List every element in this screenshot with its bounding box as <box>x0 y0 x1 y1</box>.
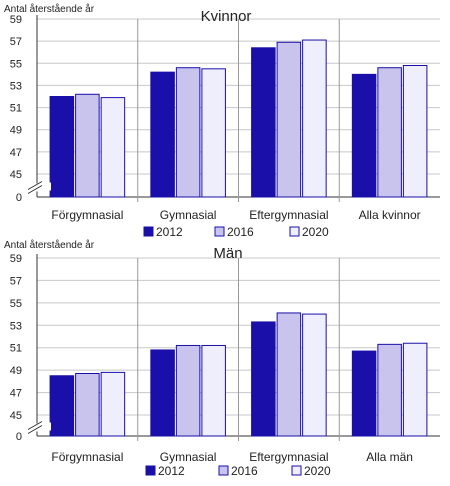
axis-break-mark <box>27 185 43 194</box>
category-label: Förgymnasial <box>51 450 123 464</box>
legend-label: 2016 <box>231 464 258 478</box>
legend-label: 2012 <box>156 225 183 239</box>
bar <box>402 65 428 198</box>
y-tick-label: 0 <box>16 192 22 204</box>
bar <box>276 41 302 198</box>
bar <box>49 96 75 198</box>
legend-swatch <box>145 465 156 476</box>
legend-swatch <box>291 465 302 476</box>
bar <box>100 371 126 437</box>
bar <box>201 344 226 437</box>
axis-break-mark <box>27 421 43 430</box>
y-tick-label: 0 <box>16 431 22 443</box>
category-label: Alla män <box>366 450 413 464</box>
y-tick-label: 53 <box>10 320 22 332</box>
legend-label: 2016 <box>227 225 254 239</box>
category-label: Eftergymnasial <box>249 208 328 222</box>
y-tick-label: 51 <box>10 343 22 355</box>
bar <box>251 321 276 437</box>
bar <box>175 67 201 198</box>
y-tick-label: 55 <box>10 58 22 70</box>
bar <box>75 373 100 437</box>
y-tick-label: 57 <box>10 36 22 48</box>
bar <box>302 39 327 198</box>
legend-swatch <box>289 226 300 237</box>
bar <box>75 93 100 198</box>
bar <box>49 375 75 437</box>
bar <box>377 343 402 437</box>
bar <box>251 47 276 198</box>
y-tick-label: 45 <box>10 410 22 422</box>
bar <box>100 97 126 198</box>
axis-break-mark <box>27 181 43 190</box>
bar <box>175 344 201 437</box>
y-tick-label: 53 <box>10 80 22 92</box>
y-tick-label: 59 <box>10 14 22 26</box>
y-tick-label: 59 <box>10 253 22 265</box>
chart-title: Kvinnor <box>201 8 252 25</box>
legend-swatch <box>214 226 225 237</box>
axis-break-mark <box>27 425 43 434</box>
bar <box>150 71 175 198</box>
category-label: Eftergymnasial <box>249 450 328 464</box>
y-tick-label: 45 <box>10 169 22 181</box>
y-tick-label: 57 <box>10 275 22 287</box>
bar <box>201 68 226 198</box>
y-tick-label: 49 <box>10 125 22 137</box>
axis-break-gap <box>27 182 51 191</box>
category-label: Gymnasial <box>160 208 217 222</box>
category-label: Förgymnasial <box>51 208 123 222</box>
bar <box>351 350 377 437</box>
y-tick-label: 49 <box>10 365 22 377</box>
bar <box>276 312 302 437</box>
legend-label: 2020 <box>302 225 329 239</box>
bar <box>351 73 377 198</box>
legend-swatch <box>218 465 229 476</box>
bar <box>150 349 175 437</box>
bar <box>377 67 402 198</box>
category-label: Gymnasial <box>160 450 217 464</box>
bar <box>402 342 428 437</box>
y-axis-title: Antal återstående år <box>4 3 95 15</box>
legend-swatch <box>143 226 154 237</box>
legend-label: 2012 <box>158 464 185 478</box>
bar <box>302 313 327 437</box>
legend-label: 2020 <box>304 464 331 478</box>
y-tick-label: 55 <box>10 298 22 310</box>
chart-title: Män <box>213 245 242 262</box>
y-tick-label: 47 <box>10 388 22 400</box>
y-tick-label: 51 <box>10 103 22 115</box>
category-label: Alla kvinnor <box>359 208 421 222</box>
y-tick-label: 47 <box>10 147 22 159</box>
axis-break-gap <box>27 422 51 431</box>
y-axis-title: Antal återstående år <box>4 239 95 251</box>
